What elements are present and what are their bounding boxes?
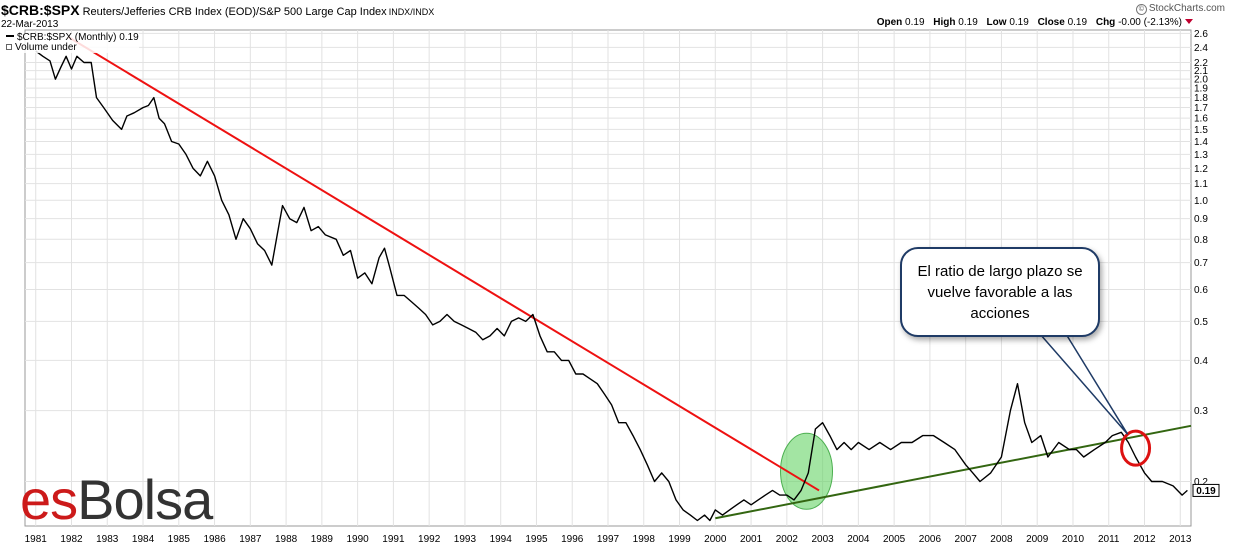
x-tick-label: 1991: [382, 534, 405, 545]
chart-legend: $CRB:$SPX (Monthly) 0.19 Volume under: [6, 33, 139, 53]
x-tick-label: 2005: [883, 534, 906, 545]
x-tick-label: 1989: [311, 534, 334, 545]
x-tick-label: 1998: [633, 534, 656, 545]
x-tick-label: 1982: [60, 534, 83, 545]
logo-es: es: [20, 468, 78, 531]
y-tick-label: 0.4: [1194, 356, 1208, 367]
breakout-circle: [1120, 429, 1152, 467]
y-tick-label: 1.5: [1194, 125, 1208, 136]
x-tick-label: 2012: [1133, 534, 1156, 545]
x-tick-label: 2006: [919, 534, 942, 545]
y-tick-label: 1.6: [1194, 114, 1208, 125]
x-tick-label: 2004: [847, 534, 870, 545]
brand-name: StockCharts.com: [1148, 3, 1225, 14]
x-tick-label: 1981: [25, 534, 48, 545]
chart-header: $CRB:$SPX Reuters/Jefferies CRB Index (EO…: [0, 0, 1233, 32]
chart-title: $CRB:$SPX Reuters/Jefferies CRB Index (EO…: [1, 2, 434, 18]
x-tick-label: 2010: [1062, 534, 1085, 545]
downtrend-line: [67, 35, 820, 492]
x-tick-label: 2001: [740, 534, 763, 545]
x-tick-label: 1990: [347, 534, 370, 545]
x-tick-label: 1992: [418, 534, 441, 545]
highlight-ellipse: [780, 432, 834, 510]
chg-label: Chg: [1095, 17, 1116, 28]
brand-label[interactable]: © StockCharts.com: [1135, 3, 1225, 15]
uptrend-line: [715, 424, 1192, 520]
x-tick-label: 1994: [490, 534, 513, 545]
y-tick-label: 1.8: [1194, 93, 1208, 104]
x-tick-label: 1983: [96, 534, 119, 545]
x-tick-label: 1996: [561, 534, 584, 545]
y-tick-label: 2.6: [1194, 29, 1208, 40]
y-tick-label: 1.9: [1194, 84, 1208, 95]
y-tick-label: 0.8: [1194, 235, 1208, 246]
x-tick-label: 2011: [1098, 534, 1120, 545]
y-tick-label: 2.1: [1194, 66, 1208, 77]
y-tick-label: 1.4: [1194, 137, 1208, 148]
y-tick-label: 2.0: [1194, 75, 1208, 86]
x-tick-label: 1997: [597, 534, 620, 545]
x-tick-label: 2002: [776, 534, 799, 545]
legend-volume: Volume under: [6, 43, 139, 53]
x-tick-label: 1985: [168, 534, 191, 545]
y-tick-label: 0.3: [1194, 406, 1208, 417]
annotation-callout: El ratio de largo plazo se vuelve favora…: [900, 247, 1100, 337]
exchange-label: INDX/INDX: [388, 7, 435, 17]
series-swatch-icon: [6, 35, 14, 37]
y-tick-label: 1.2: [1194, 164, 1208, 175]
x-tick-label: 2000: [704, 534, 727, 545]
x-tick-label: 1987: [239, 534, 262, 545]
esbolsa-logo: esBolsa: [20, 472, 213, 528]
down-arrow-icon: [1185, 19, 1193, 24]
close-value: 0.19: [1067, 17, 1088, 28]
low-label: Low: [986, 17, 1007, 28]
x-tick-label: 1988: [275, 534, 298, 545]
copyright-icon: ©: [1135, 4, 1147, 15]
ratio-series-line: [35, 50, 1188, 522]
y-tick-label: 2.2: [1194, 58, 1208, 69]
y-tick-label: 1.1: [1194, 179, 1208, 190]
close-label: Close: [1037, 17, 1065, 28]
low-value: 0.19: [1009, 17, 1029, 28]
y-tick-label: 1.0: [1194, 196, 1208, 207]
symbol: $CRB:$SPX: [1, 2, 80, 18]
x-tick-label: 2009: [1026, 534, 1049, 545]
x-tick-label: 1995: [525, 534, 548, 545]
high-label: High: [933, 17, 956, 28]
x-tick-label: 2003: [811, 534, 834, 545]
last-value-box: [1192, 483, 1220, 497]
open-label: Open: [876, 17, 903, 28]
legend-series: $CRB:$SPX (Monthly) 0.19: [6, 33, 139, 43]
legend-series-label: $CRB:$SPX (Monthly) 0.19: [17, 32, 139, 43]
x-tick-label: 1984: [132, 534, 155, 545]
annotation-text: El ratio de largo plazo se vuelve favora…: [917, 262, 1083, 322]
high-value: 0.19: [958, 17, 978, 28]
y-tick-label: 2.4: [1194, 43, 1208, 54]
logo-bolsa: Bolsa: [77, 468, 213, 531]
y-tick-label: 0.5: [1194, 317, 1208, 328]
x-tick-label: 2013: [1169, 534, 1192, 545]
x-tick-label: 1999: [668, 534, 691, 545]
y-tick-label: 0.2: [1194, 477, 1208, 488]
x-tick-label: 1993: [454, 534, 477, 545]
x-tick-label: 2007: [955, 534, 978, 545]
y-tick-label: 0.6: [1194, 285, 1208, 296]
legend-volume-label: Volume under: [15, 42, 77, 53]
chg-value: -0.00 (-2.13%): [1118, 17, 1182, 28]
x-tick-label: 2008: [990, 534, 1013, 545]
y-tick-label: 0.9: [1194, 214, 1208, 225]
y-tick-label: 1.3: [1194, 150, 1208, 161]
y-tick-label: 1.7: [1194, 103, 1208, 114]
open-value: 0.19: [905, 17, 925, 28]
x-tick-label: 1986: [203, 534, 226, 545]
ohlc-readout: Open 0.19 High 0.19 Low 0.19 Close 0.19 …: [871, 17, 1193, 28]
y-tick-label: 0.7: [1194, 258, 1208, 269]
index-description: Reuters/Jefferies CRB Index (EOD)/S&P 50…: [82, 6, 387, 18]
chart-date: 22-Mar-2013: [1, 19, 59, 30]
volume-swatch-icon: [6, 44, 12, 50]
last-value-label: 0.19: [1196, 486, 1216, 497]
